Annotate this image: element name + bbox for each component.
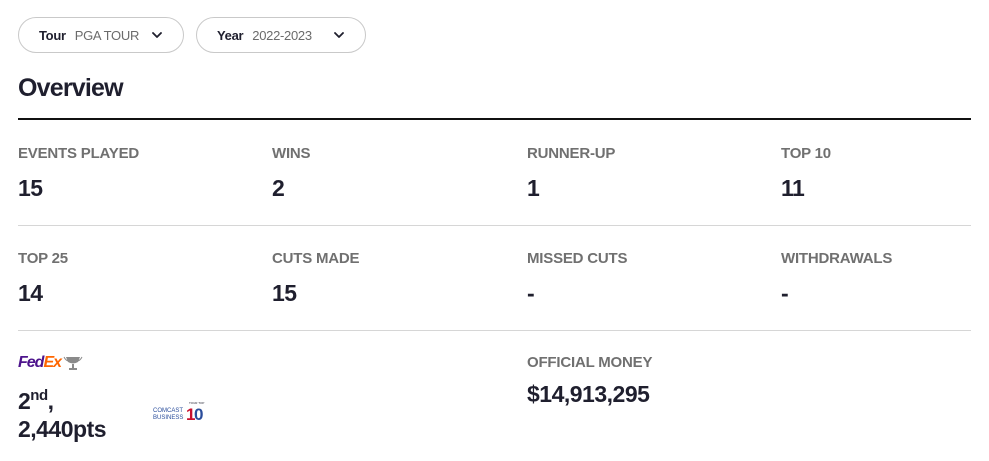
stat-label: WINS <box>272 145 311 162</box>
tour-select[interactable]: Tour PGA TOUR <box>18 17 184 53</box>
filter-bar: Tour PGA TOUR Year 2022-2023 <box>18 17 366 53</box>
stat-value: 15 <box>18 175 43 201</box>
tour-select-label: Tour <box>39 27 66 43</box>
fedex-points: 2,440pts <box>18 416 107 442</box>
fedex-rank-sep: , <box>47 388 54 414</box>
stat-value: 15 <box>272 280 297 306</box>
tour-select-value: PGA TOUR <box>74 27 140 43</box>
comcast-business-top10-logo: COMCAST BUSINESS TOUR TOP 1 0 <box>153 401 204 422</box>
year-select-label: Year <box>217 27 244 43</box>
fedex-rank: 2nd, 2,440pts <box>18 382 107 443</box>
stat-value: 2 <box>272 175 285 201</box>
chevron-down-icon <box>333 29 345 41</box>
row-divider <box>18 330 971 331</box>
comcast-logo-word2: BUSINESS <box>153 415 183 421</box>
comcast-badge-caption: TOUR TOP <box>189 401 204 405</box>
row-divider <box>18 225 971 226</box>
stat-label: CUTS MADE <box>272 250 360 267</box>
stat-top-10: TOP 10 11 <box>781 145 989 202</box>
official-money-value: $14,913,295 <box>527 381 650 407</box>
stat-value: - <box>781 280 789 306</box>
trophy-icon <box>63 356 83 370</box>
fedex-logo-fed: Fed <box>18 354 44 371</box>
stat-label: TOP 25 <box>18 250 68 267</box>
stat-withdrawals: WITHDRAWALS - <box>781 250 989 307</box>
year-select[interactable]: Year 2022-2023 <box>196 17 366 53</box>
chevron-down-icon <box>151 29 163 41</box>
stat-cuts-made: CUTS MADE 15 <box>272 250 512 307</box>
official-money-label: OFFICIAL MONEY <box>527 354 653 371</box>
stat-top-25: TOP 25 14 <box>18 250 258 307</box>
fedex-rank-suffix: nd <box>30 387 48 404</box>
stat-missed-cuts: MISSED CUTS - <box>527 250 767 307</box>
page-title: Overview <box>18 74 124 102</box>
stat-events-played: EVENTS PLAYED 15 <box>18 145 258 202</box>
comcast-badge-1: 1 <box>186 405 195 422</box>
stat-runner-up: RUNNER-UP 1 <box>527 145 767 202</box>
stat-label: MISSED CUTS <box>527 250 628 267</box>
fedex-logo-ex: Ex <box>43 354 62 371</box>
stat-label: WITHDRAWALS <box>781 250 893 267</box>
stat-label: EVENTS PLAYED <box>18 145 140 162</box>
stat-value: 1 <box>527 175 540 201</box>
stat-value: 14 <box>18 280 43 306</box>
comcast-logo-word1: COMCAST <box>153 408 183 414</box>
comcast-badge-0: 0 <box>194 405 203 422</box>
stat-label: RUNNER-UP <box>527 145 616 162</box>
fedex-rank-number: 2 <box>18 388 31 414</box>
year-select-value: 2022-2023 <box>252 27 312 43</box>
stat-wins: WINS 2 <box>272 145 512 202</box>
stat-label: TOP 10 <box>781 145 831 162</box>
heading-divider <box>18 118 971 120</box>
fedex-cup-logo: Fed Ex <box>18 354 83 372</box>
stat-value: 11 <box>781 175 805 201</box>
stat-value: - <box>527 280 535 306</box>
